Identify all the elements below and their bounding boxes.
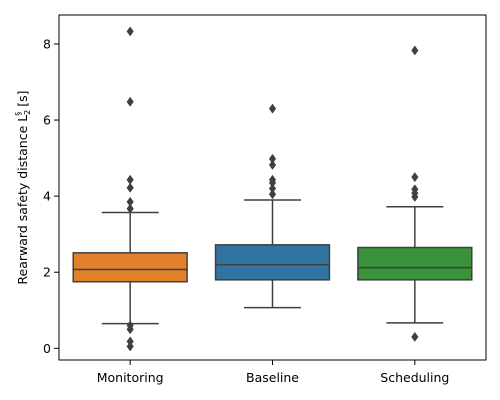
box-group-scheduling <box>357 45 473 342</box>
y-axis-label-subscript: 2 <box>23 110 32 115</box>
y-axis-label: Rearward safety distance L2§ [s] <box>14 90 32 284</box>
outlier-monitoring <box>126 26 134 37</box>
y-tick-label: 4 <box>43 189 51 204</box>
outlier-monitoring <box>126 96 134 107</box>
outlier-baseline <box>268 153 277 164</box>
y-axis-label-main: Rearward safety distance L <box>15 115 30 285</box>
y-axis-label-unit: [s] <box>15 90 30 106</box>
outlier-monitoring <box>126 320 134 331</box>
outlier-baseline <box>268 189 277 200</box>
outlier-monitoring <box>126 196 134 207</box>
box-scheduling <box>357 246 473 281</box>
outlier-monitoring <box>126 336 134 347</box>
y-tick-label: 6 <box>43 113 51 128</box>
x-tick-label-scheduling: Scheduling <box>380 370 449 385</box>
outlier-scheduling <box>411 45 419 56</box>
outlier-monitoring <box>126 203 134 214</box>
box-group-monitoring <box>72 26 188 352</box>
outlier-scheduling <box>411 184 419 195</box>
box-baseline <box>214 244 331 281</box>
y-tick-label: 8 <box>43 36 51 51</box>
outlier-monitoring <box>126 174 134 185</box>
outlier-baseline <box>268 103 277 114</box>
y-axis-label-superscript: § <box>14 112 23 116</box>
outlier-baseline <box>268 183 277 194</box>
outlier-monitoring <box>126 182 134 193</box>
y-tick-label: 2 <box>43 265 51 280</box>
outlier-scheduling <box>411 172 419 183</box>
y-tick-label: 0 <box>43 341 51 356</box>
x-tick-label-monitoring: Monitoring <box>97 370 164 385</box>
outlier-baseline <box>268 159 277 170</box>
box-monitoring <box>72 252 188 283</box>
y-axis: 0 2 4 6 8 <box>43 36 59 356</box>
x-tick-label-baseline: Baseline <box>246 370 299 385</box>
outlier-baseline <box>268 174 277 185</box>
box-group-baseline <box>214 103 331 309</box>
outlier-scheduling <box>411 331 419 342</box>
plot-area <box>72 26 473 352</box>
x-axis: Monitoring Baseline Scheduling <box>97 360 449 385</box>
